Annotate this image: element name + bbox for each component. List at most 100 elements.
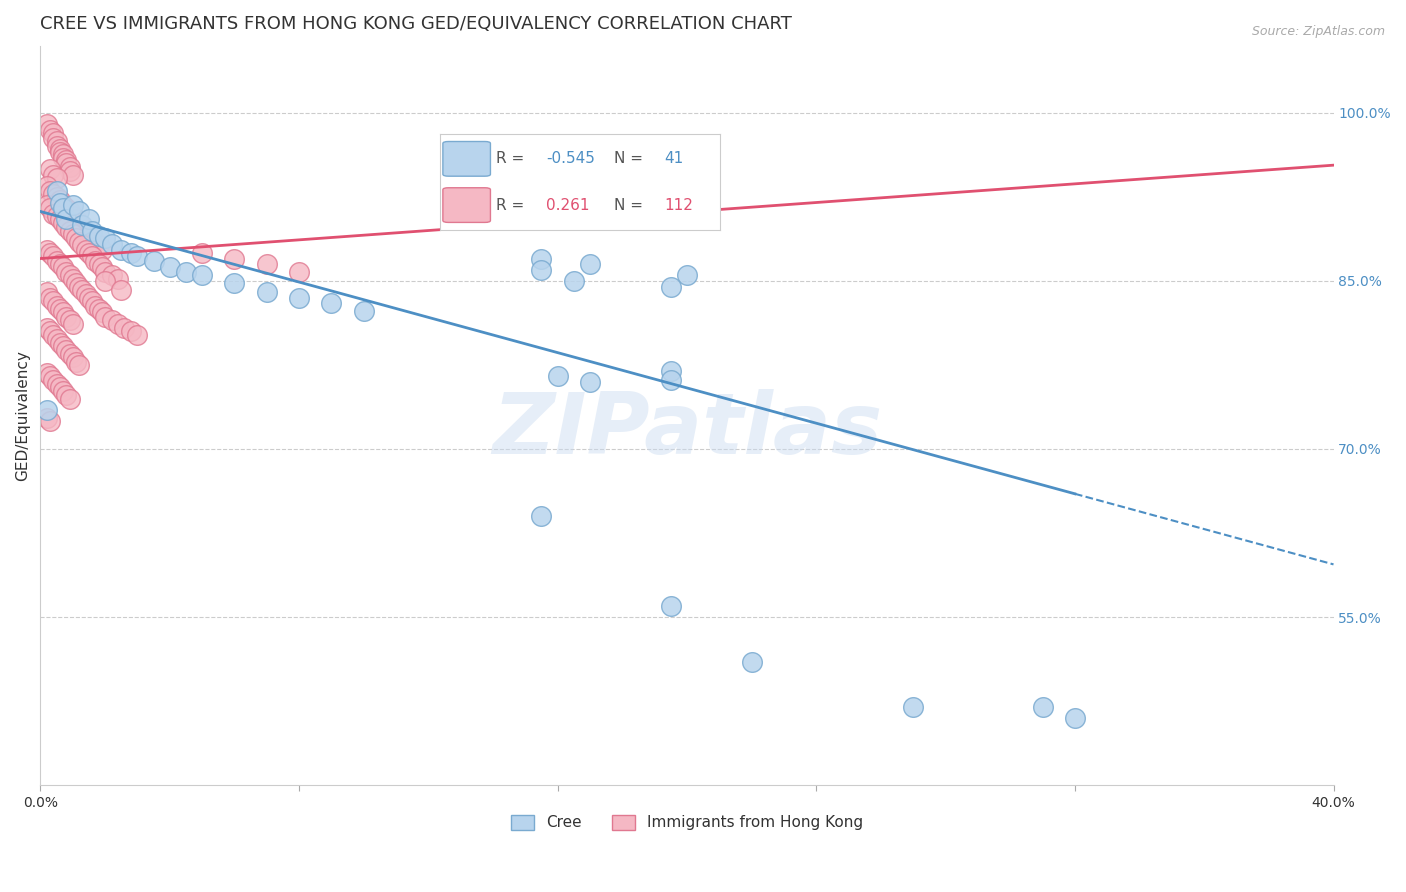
Point: [35, 178, 58, 193]
Point: [530, 262, 553, 277]
Point: [49, 194, 72, 208]
Point: [82, 249, 104, 263]
Point: [94, 274, 117, 288]
Point: [72, 220, 94, 235]
Point: [288, 291, 311, 305]
Point: [100, 268, 122, 283]
Point: [579, 257, 602, 271]
Point: [49, 301, 72, 316]
Point: [159, 260, 181, 275]
Text: R =: R =: [496, 152, 529, 166]
Point: [1032, 699, 1054, 714]
Point: [67, 235, 90, 249]
Point: [49, 145, 72, 160]
Point: [55, 201, 77, 215]
Point: [82, 223, 104, 237]
Point: [52, 151, 75, 165]
Point: [52, 384, 75, 398]
Point: [67, 358, 90, 372]
Point: [77, 227, 100, 241]
Point: [100, 313, 122, 327]
Point: [87, 257, 110, 271]
Point: [45, 184, 67, 198]
Point: [87, 238, 110, 252]
Point: [42, 372, 65, 386]
Text: -0.545: -0.545: [547, 152, 595, 166]
Point: [256, 257, 278, 271]
Point: [35, 410, 58, 425]
Point: [127, 249, 149, 263]
Point: [903, 699, 925, 714]
Point: [42, 126, 65, 140]
Text: CREE VS IMMIGRANTS FROM HONG KONG GED/EQUIVALENCY CORRELATION CHART: CREE VS IMMIGRANTS FROM HONG KONG GED/EQ…: [41, 15, 793, 33]
Point: [35, 243, 58, 257]
Point: [58, 164, 80, 178]
Point: [45, 299, 67, 313]
FancyBboxPatch shape: [443, 187, 491, 222]
Point: [62, 227, 84, 241]
Point: [45, 209, 67, 223]
Point: [174, 265, 197, 279]
Point: [42, 186, 65, 201]
Point: [90, 243, 112, 257]
Point: [58, 223, 80, 237]
Point: [1064, 711, 1087, 725]
Point: [65, 212, 87, 227]
Point: [49, 380, 72, 394]
Point: [77, 246, 100, 260]
Point: [52, 260, 75, 275]
Point: [127, 327, 149, 342]
Point: [35, 117, 58, 131]
Y-axis label: GED/Equivalency: GED/Equivalency: [15, 350, 30, 481]
Point: [120, 324, 142, 338]
Point: [741, 655, 763, 669]
Point: [94, 310, 117, 324]
Point: [224, 252, 246, 266]
Point: [58, 204, 80, 219]
Point: [39, 201, 62, 215]
Point: [72, 283, 94, 297]
Point: [110, 283, 132, 297]
Text: N =: N =: [613, 198, 647, 212]
Point: [65, 276, 87, 290]
FancyBboxPatch shape: [443, 142, 491, 177]
Point: [87, 301, 110, 316]
Point: [42, 130, 65, 145]
Point: [110, 243, 132, 257]
Point: [288, 265, 311, 279]
Point: [45, 134, 67, 148]
Point: [62, 317, 84, 331]
Point: [84, 253, 107, 268]
Point: [530, 252, 553, 266]
Point: [58, 392, 80, 406]
Point: [120, 246, 142, 260]
Point: [90, 305, 112, 319]
Point: [67, 204, 90, 219]
Point: [49, 335, 72, 350]
Point: [530, 509, 553, 524]
Point: [35, 366, 58, 380]
Point: [75, 243, 97, 257]
Text: Source: ZipAtlas.com: Source: ZipAtlas.com: [1251, 25, 1385, 38]
Point: [107, 317, 129, 331]
Point: [107, 271, 129, 285]
Point: [39, 184, 62, 198]
Point: [100, 237, 122, 252]
Point: [55, 310, 77, 324]
Point: [256, 285, 278, 300]
Text: 41: 41: [664, 152, 683, 166]
Point: [62, 350, 84, 364]
Point: [39, 291, 62, 305]
Point: [77, 212, 100, 227]
Point: [55, 265, 77, 279]
Point: [42, 294, 65, 309]
Point: [562, 274, 585, 288]
Point: [67, 216, 90, 230]
Point: [49, 195, 72, 210]
Point: [55, 212, 77, 227]
Point: [579, 375, 602, 389]
Point: [67, 279, 90, 293]
Text: 0.261: 0.261: [547, 198, 591, 212]
Point: [224, 276, 246, 290]
Text: N =: N =: [613, 152, 647, 166]
